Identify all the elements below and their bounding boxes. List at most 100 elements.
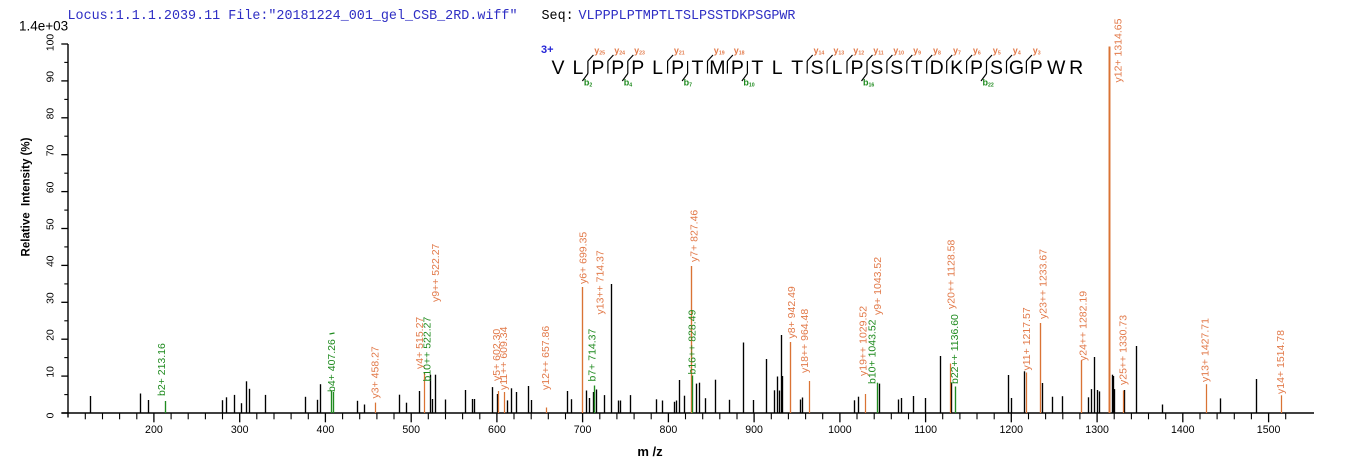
svg-text:S: S — [811, 57, 824, 79]
svg-text:10: 10 — [46, 366, 57, 378]
svg-text:1000: 1000 — [828, 424, 852, 436]
svg-text:1400: 1400 — [1171, 424, 1195, 436]
svg-text:y11: y11 — [873, 46, 884, 57]
svg-text:200: 200 — [145, 424, 163, 436]
svg-text:L: L — [832, 57, 843, 79]
svg-text:400: 400 — [317, 424, 335, 436]
svg-text:S: S — [890, 57, 903, 79]
svg-text:y12+ 1314.65: y12+ 1314.65 — [1113, 18, 1125, 82]
svg-text:y7+ 827.46: y7+ 827.46 — [689, 210, 701, 262]
svg-text:y11++ 609.34: y11++ 609.34 — [498, 326, 510, 390]
svg-text:b22: b22 — [983, 78, 994, 89]
svg-text:0: 0 — [46, 412, 57, 418]
svg-text:y19++ 1029.52: y19++ 1029.52 — [858, 306, 870, 376]
svg-text:L: L — [652, 57, 663, 79]
svg-text:b4: b4 — [624, 78, 633, 89]
svg-text:P: P — [611, 57, 624, 79]
svg-text:900: 900 — [745, 424, 763, 436]
svg-text:b16: b16 — [863, 78, 874, 89]
svg-text:b7: b7 — [684, 78, 693, 89]
svg-text:m /z: m /z — [637, 444, 663, 459]
svg-text:P: P — [731, 57, 744, 79]
svg-text:G: G — [1009, 57, 1024, 79]
svg-text:y6: y6 — [973, 46, 981, 57]
svg-text:y24++ 1282.19: y24++ 1282.19 — [1078, 291, 1090, 361]
svg-text:1500: 1500 — [1257, 424, 1281, 436]
svg-text:y13++ 714.37: y13++ 714.37 — [595, 250, 607, 314]
svg-text:b10: b10 — [743, 78, 754, 89]
svg-text:40: 40 — [46, 255, 57, 267]
svg-text:y10: y10 — [893, 46, 904, 57]
svg-text:y9: y9 — [913, 46, 921, 57]
svg-text:y6+ 699.35: y6+ 699.35 — [578, 232, 590, 284]
svg-text:y5: y5 — [993, 46, 1001, 57]
svg-text:b10++ 522.27: b10++ 522.27 — [422, 317, 434, 382]
svg-text:L: L — [772, 57, 783, 79]
svg-text:600: 600 — [488, 424, 506, 436]
svg-text:y13+ 1427.71: y13+ 1427.71 — [1200, 318, 1212, 382]
svg-text:y19: y19 — [714, 46, 725, 57]
svg-text:1100: 1100 — [914, 424, 937, 436]
svg-text:T: T — [751, 57, 763, 79]
svg-text:y7: y7 — [953, 46, 961, 57]
svg-text:y25: y25 — [594, 46, 605, 57]
svg-text:S: S — [990, 57, 1003, 79]
svg-text:y24: y24 — [614, 46, 625, 57]
svg-text:y25++ 1330.73: y25++ 1330.73 — [1118, 315, 1130, 385]
svg-text:y4: y4 — [1013, 46, 1021, 57]
svg-text:1200: 1200 — [1000, 424, 1024, 436]
svg-text:1300: 1300 — [1085, 424, 1109, 436]
svg-text:Seq:: Seq: — [542, 9, 574, 24]
svg-text:y12: y12 — [853, 46, 864, 57]
svg-text:VLPPPLPTMPTLTSLPSSTDKPSGPWR: VLPPPLPTMPTLTSLPSSTDKPSGPWR — [579, 9, 796, 24]
svg-text:y3: y3 — [1033, 46, 1041, 57]
svg-text:90: 90 — [46, 71, 57, 83]
svg-text:P: P — [631, 57, 644, 79]
svg-text:b22++ 1136.60: b22++ 1136.60 — [949, 314, 961, 384]
svg-text:y5+ 602.30: y5+ 602.30 — [491, 329, 503, 381]
svg-text:y11+ 1217.57: y11+ 1217.57 — [1021, 307, 1033, 370]
svg-text:y8: y8 — [933, 46, 941, 57]
svg-text:b16++ 828.49: b16++ 828.49 — [687, 310, 699, 375]
svg-text:y3+ 458.27: y3+ 458.27 — [370, 346, 382, 398]
svg-text:M: M — [709, 57, 725, 79]
svg-text:y21: y21 — [674, 46, 685, 57]
svg-text:70: 70 — [46, 145, 57, 157]
svg-text:50: 50 — [46, 218, 57, 230]
svg-text:y18: y18 — [734, 46, 745, 57]
svg-text:Relative Intensity (%): Relative Intensity (%) — [21, 137, 33, 256]
svg-text:T: T — [911, 57, 923, 79]
svg-text:P: P — [1030, 57, 1043, 79]
svg-text:P: P — [591, 57, 604, 79]
svg-text:b4+ 407.26: b4+ 407.26 — [326, 339, 338, 392]
svg-text:60: 60 — [46, 181, 57, 193]
svg-text:20: 20 — [46, 329, 57, 341]
svg-text:3+: 3+ — [541, 44, 554, 56]
svg-text:y23++ 1233.67: y23++ 1233.67 — [1038, 249, 1050, 319]
svg-text:y20++ 1128.58: y20++ 1128.58 — [946, 240, 958, 309]
svg-text:y12++ 657.86: y12++ 657.86 — [540, 326, 552, 390]
svg-text:D: D — [930, 57, 944, 79]
svg-text:y14: y14 — [814, 46, 825, 57]
svg-text:L: L — [572, 57, 583, 79]
svg-text:b2: b2 — [584, 78, 593, 89]
svg-text:b7+ 714.37: b7+ 714.37 — [587, 328, 599, 381]
svg-text:100: 100 — [46, 34, 57, 51]
svg-text:K: K — [950, 57, 963, 79]
svg-text:y13: y13 — [833, 46, 844, 57]
svg-text:30: 30 — [46, 292, 57, 304]
svg-text:800: 800 — [660, 424, 678, 436]
svg-text:y9+ 1043.52: y9+ 1043.52 — [872, 257, 884, 315]
svg-text:P: P — [671, 57, 684, 79]
svg-text:P: P — [970, 57, 983, 79]
svg-text:V: V — [551, 57, 564, 79]
svg-text:Locus:1.1.1.2039.11 File:"2018: Locus:1.1.1.2039.11 File:"20181224_001_g… — [68, 9, 518, 24]
svg-text:y4+ 515.27: y4+ 515.27 — [414, 317, 426, 369]
svg-text:y14+ 1514.78: y14+ 1514.78 — [1275, 330, 1287, 394]
svg-text:700: 700 — [574, 424, 592, 436]
svg-text:T: T — [791, 57, 803, 79]
svg-text:P: P — [850, 57, 863, 79]
svg-text:b2+ 213.16: b2+ 213.16 — [156, 343, 168, 396]
svg-text:80: 80 — [46, 108, 57, 120]
svg-text:500: 500 — [402, 424, 420, 436]
